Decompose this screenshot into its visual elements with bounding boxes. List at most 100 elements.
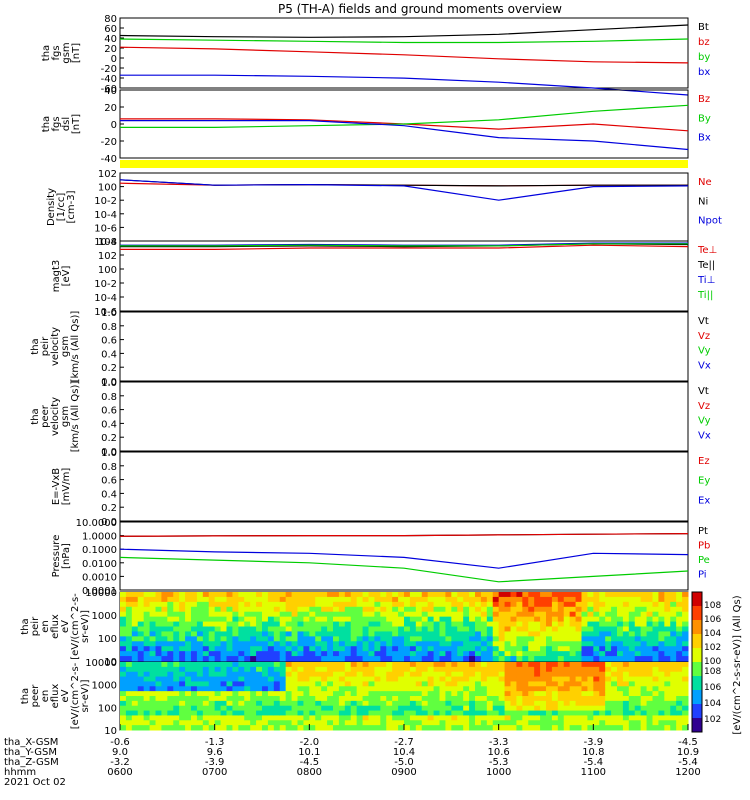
spectrogram-cell: [220, 616, 227, 623]
spectrogram-cell: [599, 666, 606, 673]
spectrogram-cell: [315, 671, 322, 678]
spectrogram-cell: [670, 656, 677, 662]
spectrogram-cell: [273, 606, 281, 613]
spectrogram-cell: [392, 671, 399, 678]
spectrogram-cell: [581, 710, 588, 716]
spectrogram-cell: [256, 700, 263, 707]
xtick-label: -0.6: [110, 737, 130, 748]
spectrogram-cell: [238, 671, 245, 678]
spectrogram-cell: [380, 705, 387, 712]
spectrogram-cell: [540, 720, 547, 726]
spectrogram-cell: [581, 691, 588, 697]
spectrogram-cell: [143, 631, 151, 637]
spectrogram-cell: [682, 676, 689, 682]
spectrogram-cell: [350, 666, 358, 673]
ylabel-fgs_dsl: [nT]: [71, 114, 82, 134]
spectrogram-cell: [534, 715, 541, 721]
spectrogram-cell: [469, 651, 476, 657]
spectrogram-cell: [551, 705, 559, 712]
spectrogram-cell: [445, 681, 452, 687]
spectrogram-cell: [120, 646, 127, 652]
ytick-label-temp: 100: [98, 265, 117, 276]
spectrogram-cell: [611, 641, 618, 647]
spectrogram-cell: [664, 671, 671, 678]
xtick-label: -5.4: [584, 757, 604, 768]
spectrogram-cell: [457, 700, 464, 707]
spectrogram-cell: [557, 715, 565, 721]
spectrogram-cell: [202, 666, 210, 673]
spectrogram-cell: [557, 641, 565, 647]
spectrogram-cell: [475, 616, 482, 623]
spectrogram-cell: [469, 710, 476, 716]
spectrogram-cell: [569, 705, 577, 712]
spectrogram-cell: [480, 700, 488, 707]
spectrogram-cell: [291, 710, 298, 716]
spectrogram-cell: [285, 676, 293, 682]
spectrogram-cell: [173, 662, 180, 668]
spectrogram-cell: [191, 616, 198, 623]
spectrogram-cell: [551, 606, 559, 613]
spectrogram-cell: [504, 681, 511, 687]
ytick-label-peir_vel: 1.0: [101, 308, 117, 319]
spectrogram-cell: [321, 606, 328, 613]
spectrogram-cell: [433, 691, 440, 697]
spectrogram-cell: [137, 676, 145, 682]
spectrogram-cell: [398, 611, 405, 618]
spectrogram-cell: [137, 686, 145, 692]
spectrogram-cell: [179, 691, 186, 697]
spectrogram-cell: [350, 611, 358, 618]
spectrogram-cell: [427, 720, 435, 726]
colorbar-segment: [692, 718, 702, 733]
spectrogram-cell: [546, 662, 553, 668]
spectrogram-cell: [131, 646, 139, 652]
spectrogram-cell: [380, 641, 387, 647]
spectrogram-cell: [350, 592, 358, 598]
spectrogram-cell: [232, 700, 239, 707]
spectrogram-cell: [498, 641, 506, 647]
spectrogram-cell: [463, 676, 470, 682]
spectrogram-cell: [599, 715, 606, 721]
spectrogram-cell: [563, 601, 571, 608]
spectrogram-cell: [143, 671, 151, 678]
spectrogram-cell: [143, 710, 151, 716]
spectrogram-cell: [404, 641, 411, 647]
spectrogram-cell: [344, 710, 352, 716]
spectrogram-cell: [611, 621, 618, 627]
spectrogram-cell: [356, 651, 364, 657]
spectrogram-cell: [262, 631, 269, 637]
spectrogram-cell: [297, 666, 304, 673]
spectrogram-cell: [664, 592, 671, 598]
spectrogram-cell: [587, 631, 594, 637]
spectrogram-cell: [546, 626, 553, 632]
spectrogram-cell: [540, 705, 547, 712]
spectrogram-cell: [551, 666, 559, 673]
spectrogram-cell: [368, 631, 375, 637]
spectrogram-cell: [551, 671, 559, 678]
spectrogram-cell: [303, 606, 310, 613]
spectrogram-cell: [451, 611, 458, 618]
spectrogram-cell: [220, 700, 227, 707]
spectrogram-cell: [415, 710, 423, 716]
spectrogram-cell: [196, 691, 204, 697]
spectrogram-cell: [291, 696, 298, 702]
spectrogram-cell: [409, 720, 417, 726]
spectrogram-cell: [226, 611, 233, 618]
spectrogram-cell: [575, 696, 582, 702]
legend-item-Bt: Bt: [698, 22, 709, 33]
spectrogram-cell: [338, 596, 346, 603]
spectrogram-cell: [540, 671, 547, 678]
spectrogram-cell: [427, 596, 435, 603]
spectrogram-cell: [362, 666, 369, 673]
spectrogram-cell: [516, 651, 523, 657]
spectrogram-cell: [581, 681, 588, 687]
spectrogram-cell: [427, 691, 435, 697]
spectrogram-cell: [196, 646, 204, 652]
spectrogram-cell: [214, 592, 222, 598]
spectrogram-cell: [262, 596, 269, 603]
spectrogram-cell: [451, 641, 458, 647]
spectrogram-cell: [208, 676, 216, 682]
spectrogram-cell: [232, 656, 239, 662]
spectrogram-cell: [374, 686, 381, 692]
spectrogram-cell: [202, 676, 210, 682]
ytick-label-fgs_dsl: -20: [101, 137, 117, 148]
